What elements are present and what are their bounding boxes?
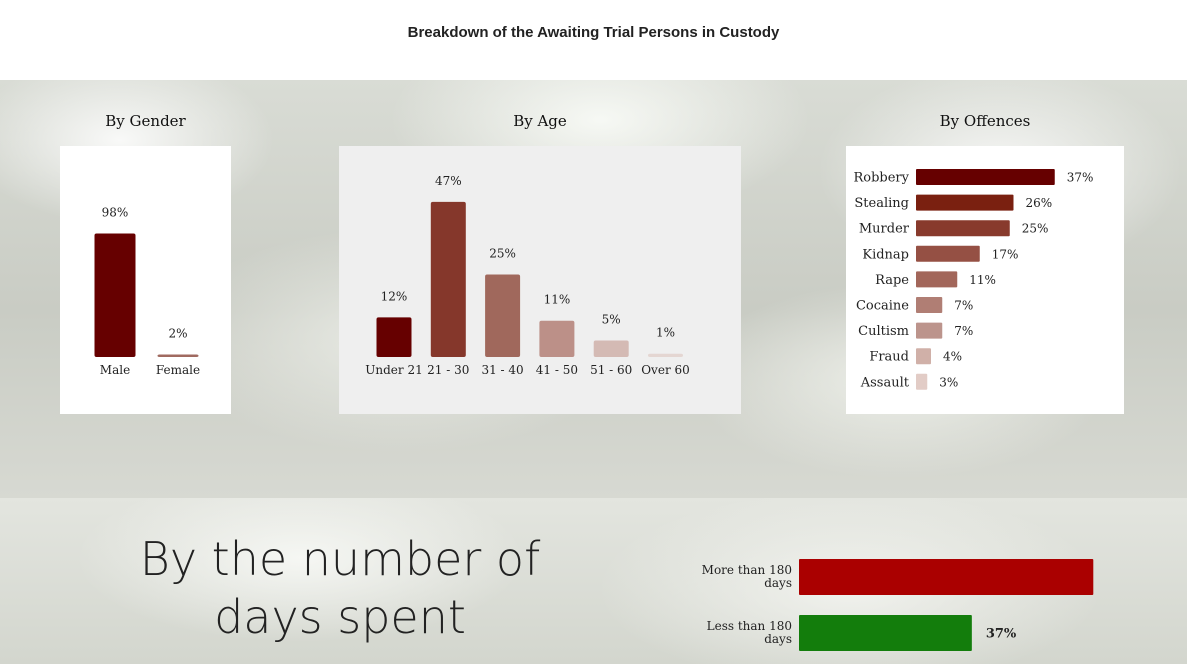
tick-label-over-60: Over 60 xyxy=(641,363,690,377)
bar-31-40 xyxy=(485,274,521,357)
data-label-assault: 3% xyxy=(939,375,958,389)
data-label-cocaine: 7% xyxy=(954,299,973,313)
offences-chart-panel: Robbery 37% Stealing 26% Murder 25% Kidnap 17% R… xyxy=(846,146,1124,414)
tick-label-line: days xyxy=(764,576,792,590)
tick-label-line: days xyxy=(764,632,792,646)
age-chart-title: By Age xyxy=(513,112,567,130)
data-label-over-60: 1% xyxy=(656,326,675,340)
bar-murder xyxy=(916,220,1010,237)
tick-label-fraud: Fraud xyxy=(869,350,909,365)
bar-cocaine xyxy=(916,297,943,313)
tick-label-line: More than 180 xyxy=(702,563,792,577)
bar-cultism xyxy=(916,322,943,339)
data-label-female: 2% xyxy=(168,326,187,340)
tick-label-21-30: 21 - 30 xyxy=(427,363,469,377)
bar-over-60 xyxy=(648,353,683,357)
data-label-31-40: 25% xyxy=(489,247,516,261)
data-label-male: 98% xyxy=(102,206,129,220)
tick-label-assault: Assault xyxy=(860,375,910,390)
data-label-murder: 25% xyxy=(1022,222,1049,236)
tick-label-stealing: Stealing xyxy=(854,196,909,211)
header: Breakdown of the Awaiting Trial Persons … xyxy=(0,0,1187,80)
page-title: Breakdown of the Awaiting Trial Persons … xyxy=(407,24,780,41)
offences-chart-title: By Offences xyxy=(939,112,1031,130)
tick-label-line: Less than 180 xyxy=(707,619,792,633)
data-label-under-21: 12% xyxy=(381,289,408,303)
data-label-less-than-180-days: 37% xyxy=(986,627,1017,642)
bar-female xyxy=(157,354,199,357)
age-chart-panel: 12% Under 21 47% 21 - 30 25% 31 - 40 11% 41 - 5… xyxy=(339,146,741,414)
bar-under-21 xyxy=(376,317,412,357)
gender-chart-panel: 98% Male 2% Female xyxy=(60,146,231,414)
tick-label-under-21: Under 21 xyxy=(365,363,422,377)
bar-robbery xyxy=(916,169,1055,185)
tick-label-murder: Murder xyxy=(859,222,910,237)
tick-label-rape: Rape xyxy=(875,273,909,288)
data-label-cultism: 7% xyxy=(954,324,973,338)
bar-more-than-180-days xyxy=(799,559,1094,595)
data-label-21-30: 47% xyxy=(435,174,462,188)
data-label-robbery: 37% xyxy=(1067,171,1094,185)
offences-chart: Robbery 37% Stealing 26% Murder 25% Kidnap 17% R… xyxy=(853,169,1094,390)
tick-label-41-50: 41 - 50 xyxy=(536,363,578,377)
data-label-41-50: 11% xyxy=(544,293,571,307)
tick-label-cultism: Cultism xyxy=(858,324,909,339)
bar-male xyxy=(94,233,136,357)
tick-label-male: Male xyxy=(100,363,130,377)
data-label-51-60: 5% xyxy=(602,313,621,327)
tick-label-female: Female xyxy=(156,363,200,377)
bar-fraud xyxy=(916,348,931,365)
bar-assault xyxy=(916,373,928,390)
data-label-stealing: 26% xyxy=(1026,196,1053,210)
days-section-title: By the number of days spent xyxy=(139,532,541,644)
tick-label-more-than-180-days: More than 180 days xyxy=(702,563,792,590)
tick-label-kidnap: Kidnap xyxy=(862,247,909,262)
tick-label-robbery: Robbery xyxy=(853,171,909,186)
bar-stealing xyxy=(916,194,1014,211)
gender-chart-title: By Gender xyxy=(105,112,186,130)
bar-kidnap xyxy=(916,245,980,262)
data-label-kidnap: 17% xyxy=(992,247,1019,261)
bar-21-30 xyxy=(430,201,466,357)
bar-51-60 xyxy=(593,340,629,357)
bar-less-than-180-days xyxy=(799,615,972,651)
age-chart: 12% Under 21 47% 21 - 30 25% 31 - 40 11% 41 - 5… xyxy=(365,174,690,377)
tick-label-51-60: 51 - 60 xyxy=(590,363,632,377)
bar-rape xyxy=(916,271,958,288)
bar-41-50 xyxy=(539,320,575,357)
data-label-fraud: 4% xyxy=(943,350,962,364)
data-label-rape: 11% xyxy=(969,273,996,287)
tick-label-31-40: 31 - 40 xyxy=(481,363,523,377)
gender-chart: 98% Male 2% Female xyxy=(94,206,200,377)
tick-label-cocaine: Cocaine xyxy=(856,299,909,314)
tick-label-less-than-180-days: Less than 180 days xyxy=(707,619,792,646)
